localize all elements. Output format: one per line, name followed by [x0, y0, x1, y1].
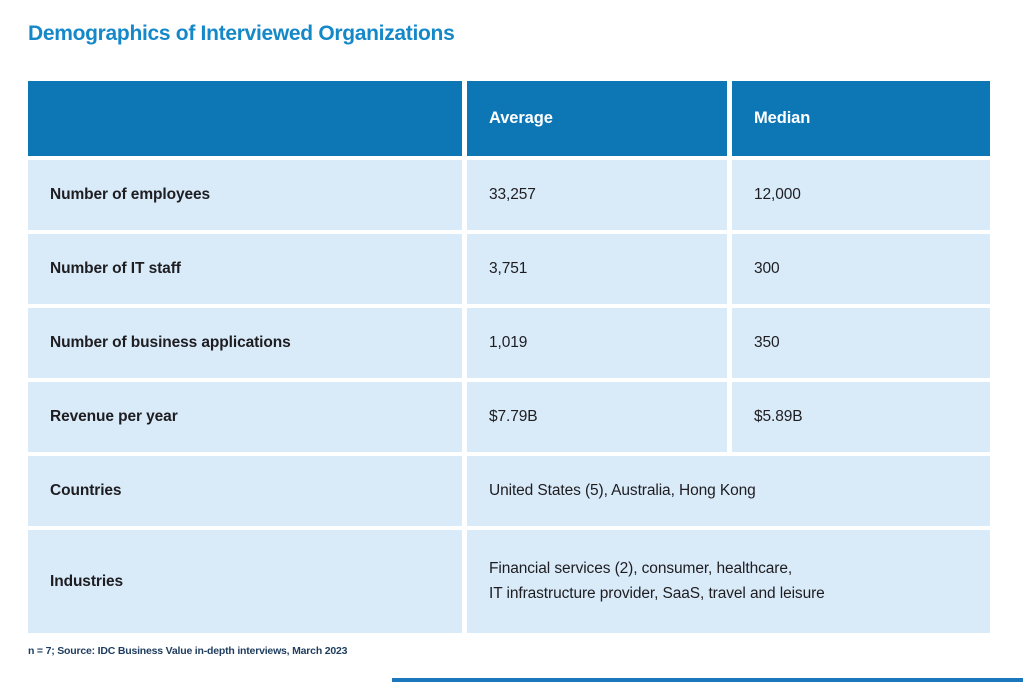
table-header-median: Median — [732, 81, 990, 156]
cell-it-staff-average: 3,751 — [467, 234, 727, 304]
cell-business-applications-average: 1,019 — [467, 308, 727, 378]
cell-business-applications-median: 350 — [732, 308, 990, 378]
table-header-average: Average — [467, 81, 727, 156]
row-label-employees: Number of employees — [28, 160, 462, 230]
cell-countries-value: United States (5), Australia, Hong Kong — [467, 456, 990, 526]
cell-industries-value: Financial services (2), consumer, health… — [467, 530, 990, 633]
demographics-table: Average Median Number of employees 33,25… — [28, 81, 990, 633]
cell-it-staff-median: 300 — [732, 234, 990, 304]
row-label-it-staff: Number of IT staff — [28, 234, 462, 304]
cell-revenue-median: $5.89B — [732, 382, 990, 452]
row-label-business-applications: Number of business applications — [28, 308, 462, 378]
cell-employees-median: 12,000 — [732, 160, 990, 230]
table-header-blank — [28, 81, 462, 156]
row-label-countries: Countries — [28, 456, 462, 526]
row-label-revenue: Revenue per year — [28, 382, 462, 452]
cell-employees-average: 33,257 — [467, 160, 727, 230]
row-label-industries: Industries — [28, 530, 462, 633]
bottom-accent-bar — [392, 678, 1023, 682]
cell-revenue-average: $7.79B — [467, 382, 727, 452]
page-title: Demographics of Interviewed Organization… — [28, 22, 455, 45]
source-footnote: n = 7; Source: IDC Business Value in-dep… — [28, 645, 348, 657]
